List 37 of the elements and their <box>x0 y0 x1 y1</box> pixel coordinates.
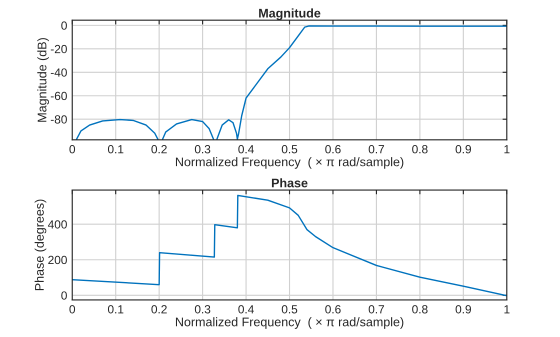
x-tick-label: 0.7 <box>368 145 384 154</box>
y-axis-title: Phase (degrees) <box>34 200 46 290</box>
y-tick-label: 0 <box>61 291 67 300</box>
chart-title: Phase <box>272 178 308 188</box>
line-series <box>72 194 507 296</box>
x-tick-label: 0.8 <box>412 145 428 154</box>
x-tick-label: 0.9 <box>456 305 471 314</box>
x-tick-label: 1 <box>504 305 510 314</box>
x-tick-label: 0.6 <box>325 305 341 314</box>
x-tick-label: 1 <box>504 145 510 154</box>
y-tick-label: -60 <box>50 92 67 100</box>
x-tick-label: 0.8 <box>412 305 428 314</box>
x-tick-label: 0.1 <box>108 305 124 314</box>
y-tick-label: -20 <box>50 44 67 54</box>
x-tick-label: 0.1 <box>108 145 124 154</box>
x-tick-label: 0.3 <box>194 305 210 314</box>
x-tick-label: 0.2 <box>151 305 167 314</box>
x-axis-title: Normalized Frequency ( × π rad/sample) <box>176 157 404 169</box>
x-tick-label: 0.2 <box>151 145 167 154</box>
y-tick-label: 400 <box>48 220 67 229</box>
x-axis-title: Normalized Frequency ( × π rad/sample) <box>176 317 404 329</box>
y-tick-label: 200 <box>48 256 67 264</box>
x-tick-label: 0 <box>69 145 76 154</box>
y-axis-title: Magnitude (dB) <box>37 38 49 122</box>
y-tick-label: -80 <box>50 115 67 124</box>
x-tick-label: 0.4 <box>238 145 254 154</box>
x-tick-label: 0.7 <box>368 305 384 314</box>
x-tick-label: 0.5 <box>282 145 298 154</box>
x-tick-label: 0 <box>69 305 76 314</box>
y-tick-label: -40 <box>50 68 67 77</box>
chart-title: Magnitude <box>259 8 320 20</box>
x-tick-label: 0.5 <box>282 305 298 314</box>
x-tick-label: 0.3 <box>194 145 210 154</box>
x-tick-label: 0.4 <box>238 305 254 314</box>
x-tick-label: 0.6 <box>325 145 341 154</box>
x-tick-label: 0.9 <box>456 145 471 154</box>
y-tick-label: 0 <box>61 21 67 30</box>
